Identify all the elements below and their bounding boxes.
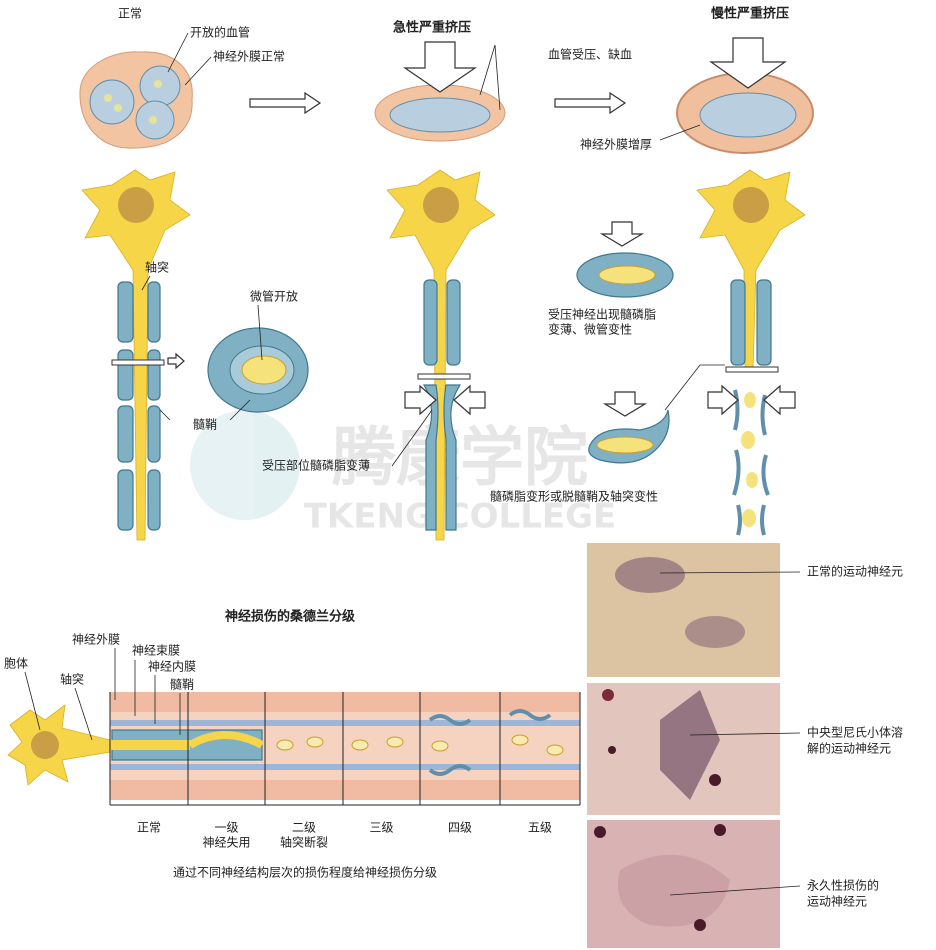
chronic-title: 慢性严重挤压 (711, 6, 789, 22)
fascicles (699, 92, 797, 138)
grade-name: 三级 (369, 821, 393, 835)
label: 受压部位髓磷脂变薄 (262, 458, 370, 473)
arrow (249, 91, 322, 115)
fascicles (389, 97, 491, 133)
photo (587, 543, 780, 677)
arrow (403, 41, 477, 93)
label: 轴突 (145, 260, 169, 275)
acute-title: 急性严重挤压 (393, 20, 471, 36)
layer-label: 神经束膜 (132, 644, 180, 658)
fascicles (89, 65, 181, 140)
grade-desc: 轴突断裂 (280, 835, 328, 850)
label: 血管受压、缺血 (548, 47, 632, 62)
photo-label: 中央型尼氏小体溶 (807, 725, 903, 740)
label: 髓磷脂变形或脱髓鞘及轴突变性 (490, 489, 658, 504)
label: 变薄、微管变性 (548, 322, 632, 337)
layer-label: 神经内膜 (148, 660, 196, 674)
photo-label: 运动神经元 (807, 895, 867, 909)
label: 神经外膜正常 (213, 50, 285, 64)
photo-label: 正常的运动神经元 (807, 564, 903, 579)
label: 微管开放 (250, 289, 298, 304)
grade-name: 五级 (528, 821, 552, 835)
photo-label: 解的运动神经元 (807, 741, 891, 756)
layer-label: 髓鞘 (170, 678, 194, 692)
arrow (554, 91, 627, 115)
sunderland-title: 神经损伤的桑德兰分级 (225, 609, 356, 625)
watermark: 腾康学院 TKENG COLLEGE (190, 410, 616, 537)
label: 髓鞘 (193, 418, 217, 432)
grade-name: 二级 (292, 821, 316, 835)
watermark-cn: 腾康学院 (332, 422, 588, 496)
normal-title: 正常 (118, 7, 142, 21)
grade-name: 一级 (214, 821, 238, 835)
label: 轴突 (60, 672, 84, 687)
sunderland-diagram (7, 692, 581, 806)
grade-desc: 神经失用 (202, 835, 250, 850)
arrow (709, 37, 787, 89)
caption: 通过不同神经结构层次的损伤程度给神经损伤分级 (173, 865, 437, 880)
label: 受压神经出现髓磷脂 (548, 307, 656, 322)
label: 神经外膜增厚 (580, 138, 652, 152)
neurons (81, 169, 806, 541)
photo-label: 永久性损伤的 (807, 878, 879, 893)
layer-label: 神经外膜 (72, 633, 120, 647)
label: 开放的血管 (190, 25, 250, 40)
watermark-en: TKENG COLLEGE (304, 497, 617, 537)
grade-name: 正常 (137, 821, 161, 835)
label: 胞体 (4, 657, 28, 671)
grade-name: 四级 (448, 821, 472, 835)
